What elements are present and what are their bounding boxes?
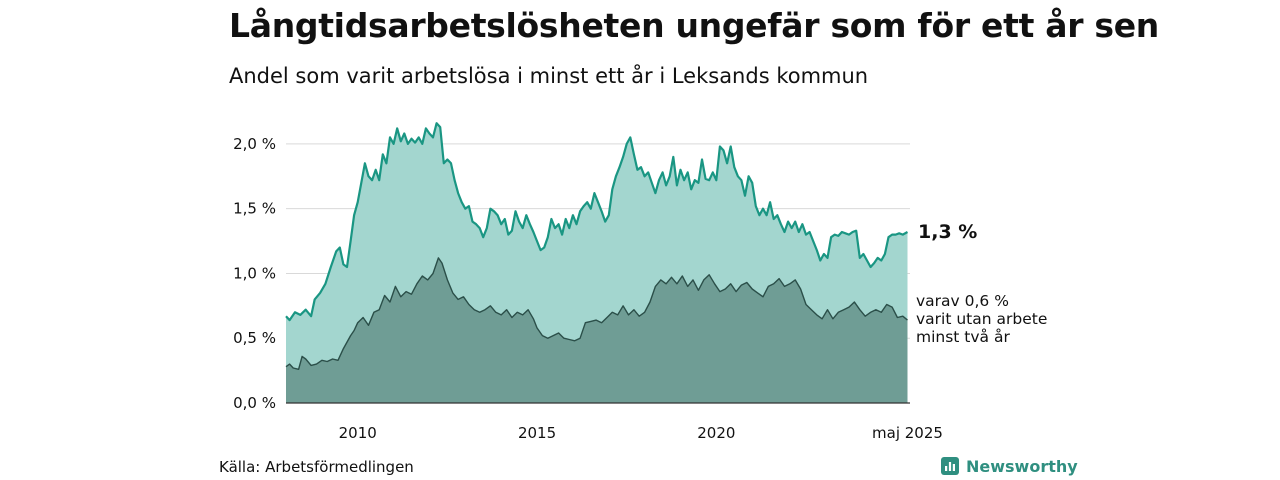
y-tick-label: 2,0 % [233, 135, 276, 153]
chart-subtitle: Andel som varit arbetslösa i minst ett å… [229, 64, 869, 88]
chart-title: Långtidsarbetslösheten ungefär som för e… [229, 6, 1159, 45]
x-tick-label: 2010 [339, 424, 377, 442]
source-note: Källa: Arbetsförmedlingen [219, 458, 414, 476]
y-tick-label: 0,0 % [233, 394, 276, 412]
y-tick-label: 1,0 % [233, 264, 276, 282]
end-label-two-year-line3: minst två år [916, 328, 1010, 346]
line-total [285, 122, 909, 322]
brand-name: Newsworthy [966, 456, 1078, 476]
area-two-year [286, 257, 908, 403]
y-tick-labels: 0,0 % 0,5 % 1,0 % 1,5 % 2,0 % [233, 135, 276, 412]
x-tick-labels: 2010 2015 2020 maj 2025 [339, 424, 943, 442]
y-tick-label: 1,5 % [233, 200, 276, 218]
brand[interactable]: Newsworthy [940, 456, 1078, 476]
end-label-total: 1,3 % [918, 221, 977, 243]
y-tick-label: 0,5 % [233, 329, 276, 347]
x-tick-label: 2015 [518, 424, 556, 442]
x-tick-label: 2020 [697, 424, 735, 442]
newsworthy-logo-icon [941, 457, 959, 475]
x-tick-label: maj 2025 [872, 424, 943, 442]
line-two-year [285, 257, 908, 370]
end-label-two-year-line1: varav 0,6 % [916, 292, 1009, 310]
end-label-two-year-line2: varit utan arbete [916, 310, 1047, 328]
